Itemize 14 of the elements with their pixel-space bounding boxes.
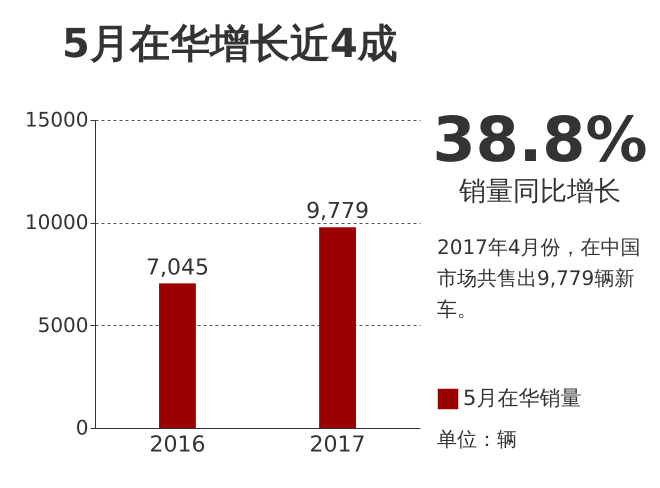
data-label: 9,779 xyxy=(306,199,370,224)
legend-label: 5月在华销量 xyxy=(463,386,582,410)
y-tick-label: 0 xyxy=(76,416,88,440)
y-tick-label: 10000 xyxy=(24,210,88,234)
y-tick-label: 15000 xyxy=(24,108,88,132)
text: 销量同比增长 xyxy=(458,176,621,207)
data-label: 7,045 xyxy=(146,255,209,280)
chart-title: 5月在华增长近4成 xyxy=(62,21,398,67)
text: 2017年4月份，在中国市场共售出9,779辆新车。 xyxy=(437,235,641,321)
text: 38.8% xyxy=(432,103,648,176)
y-tick-label: 5000 xyxy=(38,312,88,337)
x-tick-label: 2017 xyxy=(310,432,366,458)
text: 单位：辆 xyxy=(437,427,517,451)
x-tick-label: 2016 xyxy=(149,432,206,458)
